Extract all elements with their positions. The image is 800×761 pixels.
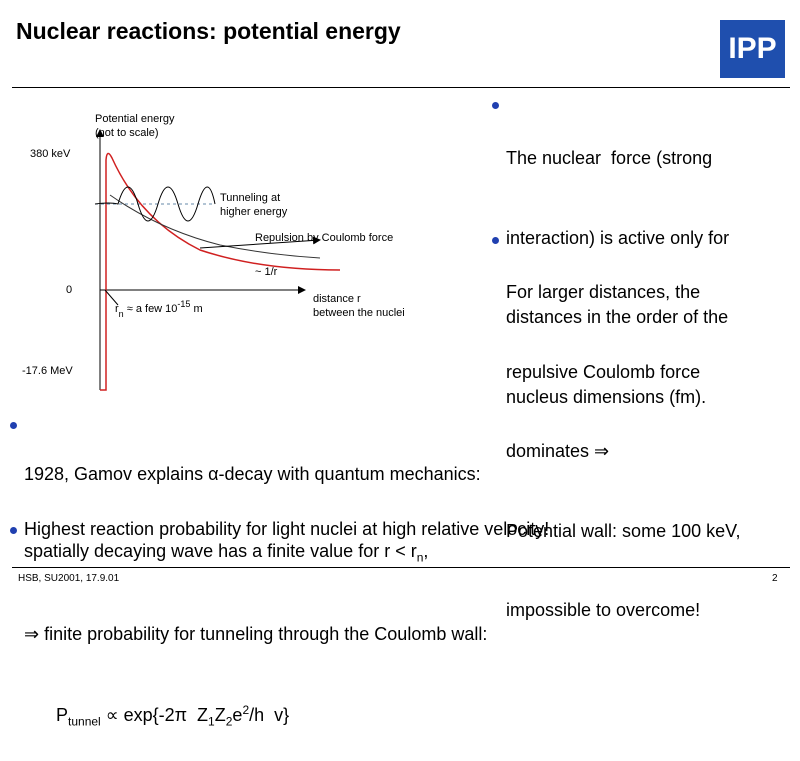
text: /h v} xyxy=(249,705,290,726)
text: ∝ exp{-2π Z xyxy=(100,705,209,726)
x-label: between the nuclei xyxy=(313,307,405,319)
wave xyxy=(94,186,216,222)
rn-text: ≈ a few 10 xyxy=(124,303,178,315)
tunneling-label: higher energy xyxy=(220,206,288,218)
tunneling-label: Tunneling at xyxy=(220,192,280,204)
coulomb-curve xyxy=(109,194,321,259)
tick-label: 380 keV xyxy=(30,148,71,160)
text: e xyxy=(232,705,243,726)
text: , xyxy=(423,540,429,561)
potential-curve xyxy=(100,152,341,391)
bullet-text: The nuclear force (strong interaction) i… xyxy=(506,92,729,437)
inverse-label: ~ 1/r xyxy=(255,266,278,278)
rn-text: r xyxy=(115,303,119,315)
slide: Nuclear reactions: potential energy IPP … xyxy=(10,18,790,729)
text: Z xyxy=(214,705,226,726)
bullet-text: For larger distances, the repulsive Coul… xyxy=(506,226,740,650)
tick-label: 0 xyxy=(66,284,72,296)
line: interaction) is active only for xyxy=(506,227,730,248)
sub: n xyxy=(416,550,424,565)
sub: 1 xyxy=(208,714,215,729)
text: P xyxy=(56,705,69,726)
bullet xyxy=(492,102,499,109)
y-label: (not to scale) xyxy=(95,127,159,139)
line: spatially decaying wave has a finite val… xyxy=(24,539,487,571)
bullet xyxy=(10,527,17,534)
line: ⇒ finite probability for tunneling throu… xyxy=(24,623,488,644)
repulsion-arrow xyxy=(199,236,321,249)
line: dominates ⇒ xyxy=(506,441,610,461)
line: nucleus dimensions (fm). xyxy=(506,386,707,407)
footer-rule xyxy=(12,567,790,568)
title: Nuclear reactions: potential energy xyxy=(16,18,401,44)
sub: 2 xyxy=(225,714,233,729)
line: impossible to overcome! xyxy=(506,600,701,620)
rn-label: rn ≈ a few 10-15 m xyxy=(115,299,203,319)
rn-pointer xyxy=(104,289,119,306)
text: spatially decaying wave has a finite val… xyxy=(24,540,417,561)
line: distances in the order of the xyxy=(506,307,729,327)
line: repulsive Coulomb force xyxy=(506,361,701,382)
x-label: distance r xyxy=(313,293,361,305)
repulsion-label: Repulsion by Coulomb force xyxy=(255,232,393,244)
line: The nuclear force (strong xyxy=(506,148,713,168)
line: For larger distances, the xyxy=(506,282,701,302)
diagram: Potential energy (not to scale) 380 keV … xyxy=(22,113,405,391)
sub: tunnel xyxy=(68,714,101,729)
rn-text: m xyxy=(190,303,202,315)
logo: IPP xyxy=(720,20,785,78)
bottom-text: 1928, Gamov explains α-decay with quantu… xyxy=(24,411,487,761)
y-label: Potential energy xyxy=(95,113,175,125)
bullet xyxy=(492,237,499,244)
rn-sup: -15 xyxy=(177,299,190,309)
header-rule xyxy=(12,87,790,88)
rn-sub: n xyxy=(119,309,124,319)
bullet xyxy=(10,422,17,429)
bottom-text: Highest reaction probability for light n… xyxy=(24,519,550,539)
formula: Ptunnel ∝ exp{-2π Z1Z2e2/h v} xyxy=(24,698,487,735)
line: 1928, Gamov explains α-decay with quantu… xyxy=(24,464,481,484)
line: Potential wall: some 100 keV, xyxy=(506,520,741,541)
tick-label: -17.6 MeV xyxy=(22,365,73,377)
sup: 2 xyxy=(242,703,250,718)
footer-left: HSB, SU2001, 17.9.01 xyxy=(18,573,120,584)
page-number: 2 xyxy=(772,573,778,584)
